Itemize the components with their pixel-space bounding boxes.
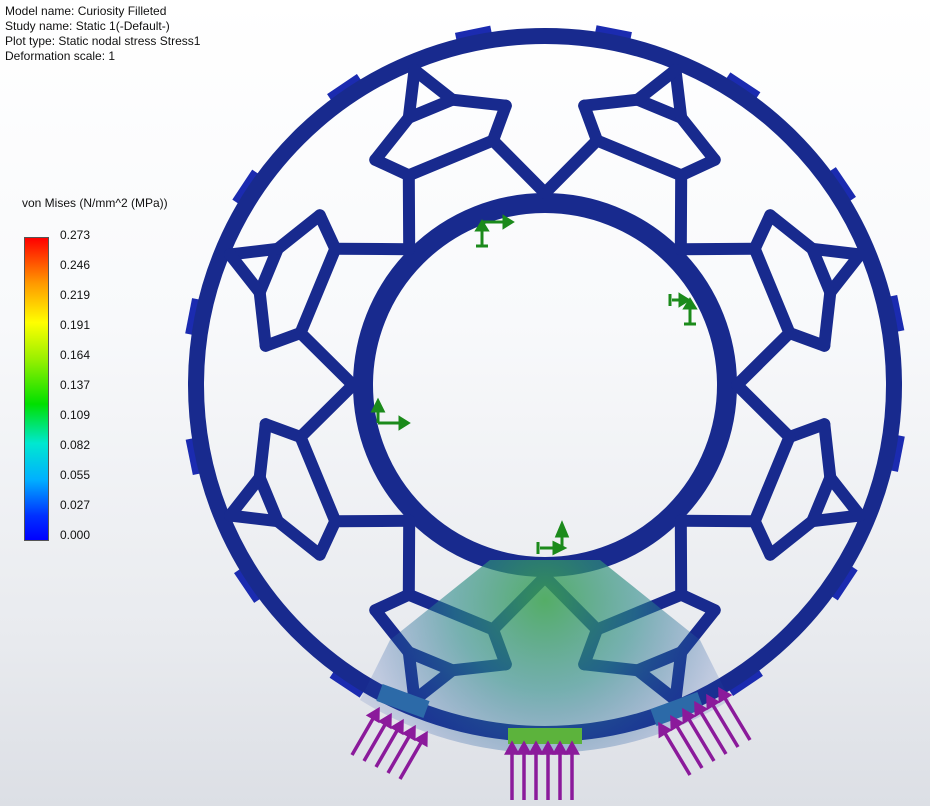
load-arrow <box>684 711 714 761</box>
load-arrow <box>660 725 690 775</box>
load-arrow <box>672 718 702 768</box>
load-arrow <box>507 744 517 800</box>
load-arrow <box>376 722 402 767</box>
load-arrow <box>519 744 529 800</box>
inner-hub-ring <box>363 203 727 567</box>
load-arrow <box>708 697 738 747</box>
load-arrow <box>400 734 426 779</box>
load-arrow <box>352 710 378 755</box>
load-arrow <box>696 704 726 754</box>
fixture-icon <box>476 217 512 246</box>
fixtures <box>373 217 696 554</box>
load-arrow <box>567 744 577 800</box>
load-arrow <box>720 690 750 740</box>
fixture-icon <box>538 524 567 554</box>
fixture-icon <box>670 294 696 324</box>
load-arrow <box>555 744 565 800</box>
load-arrow <box>543 744 553 800</box>
wheel-part <box>185 25 905 753</box>
load-arrow <box>531 744 541 800</box>
load-arrow <box>364 716 390 761</box>
fixture-icon <box>373 401 408 428</box>
contact-pad-center <box>508 728 582 744</box>
load-arrow <box>388 728 414 773</box>
